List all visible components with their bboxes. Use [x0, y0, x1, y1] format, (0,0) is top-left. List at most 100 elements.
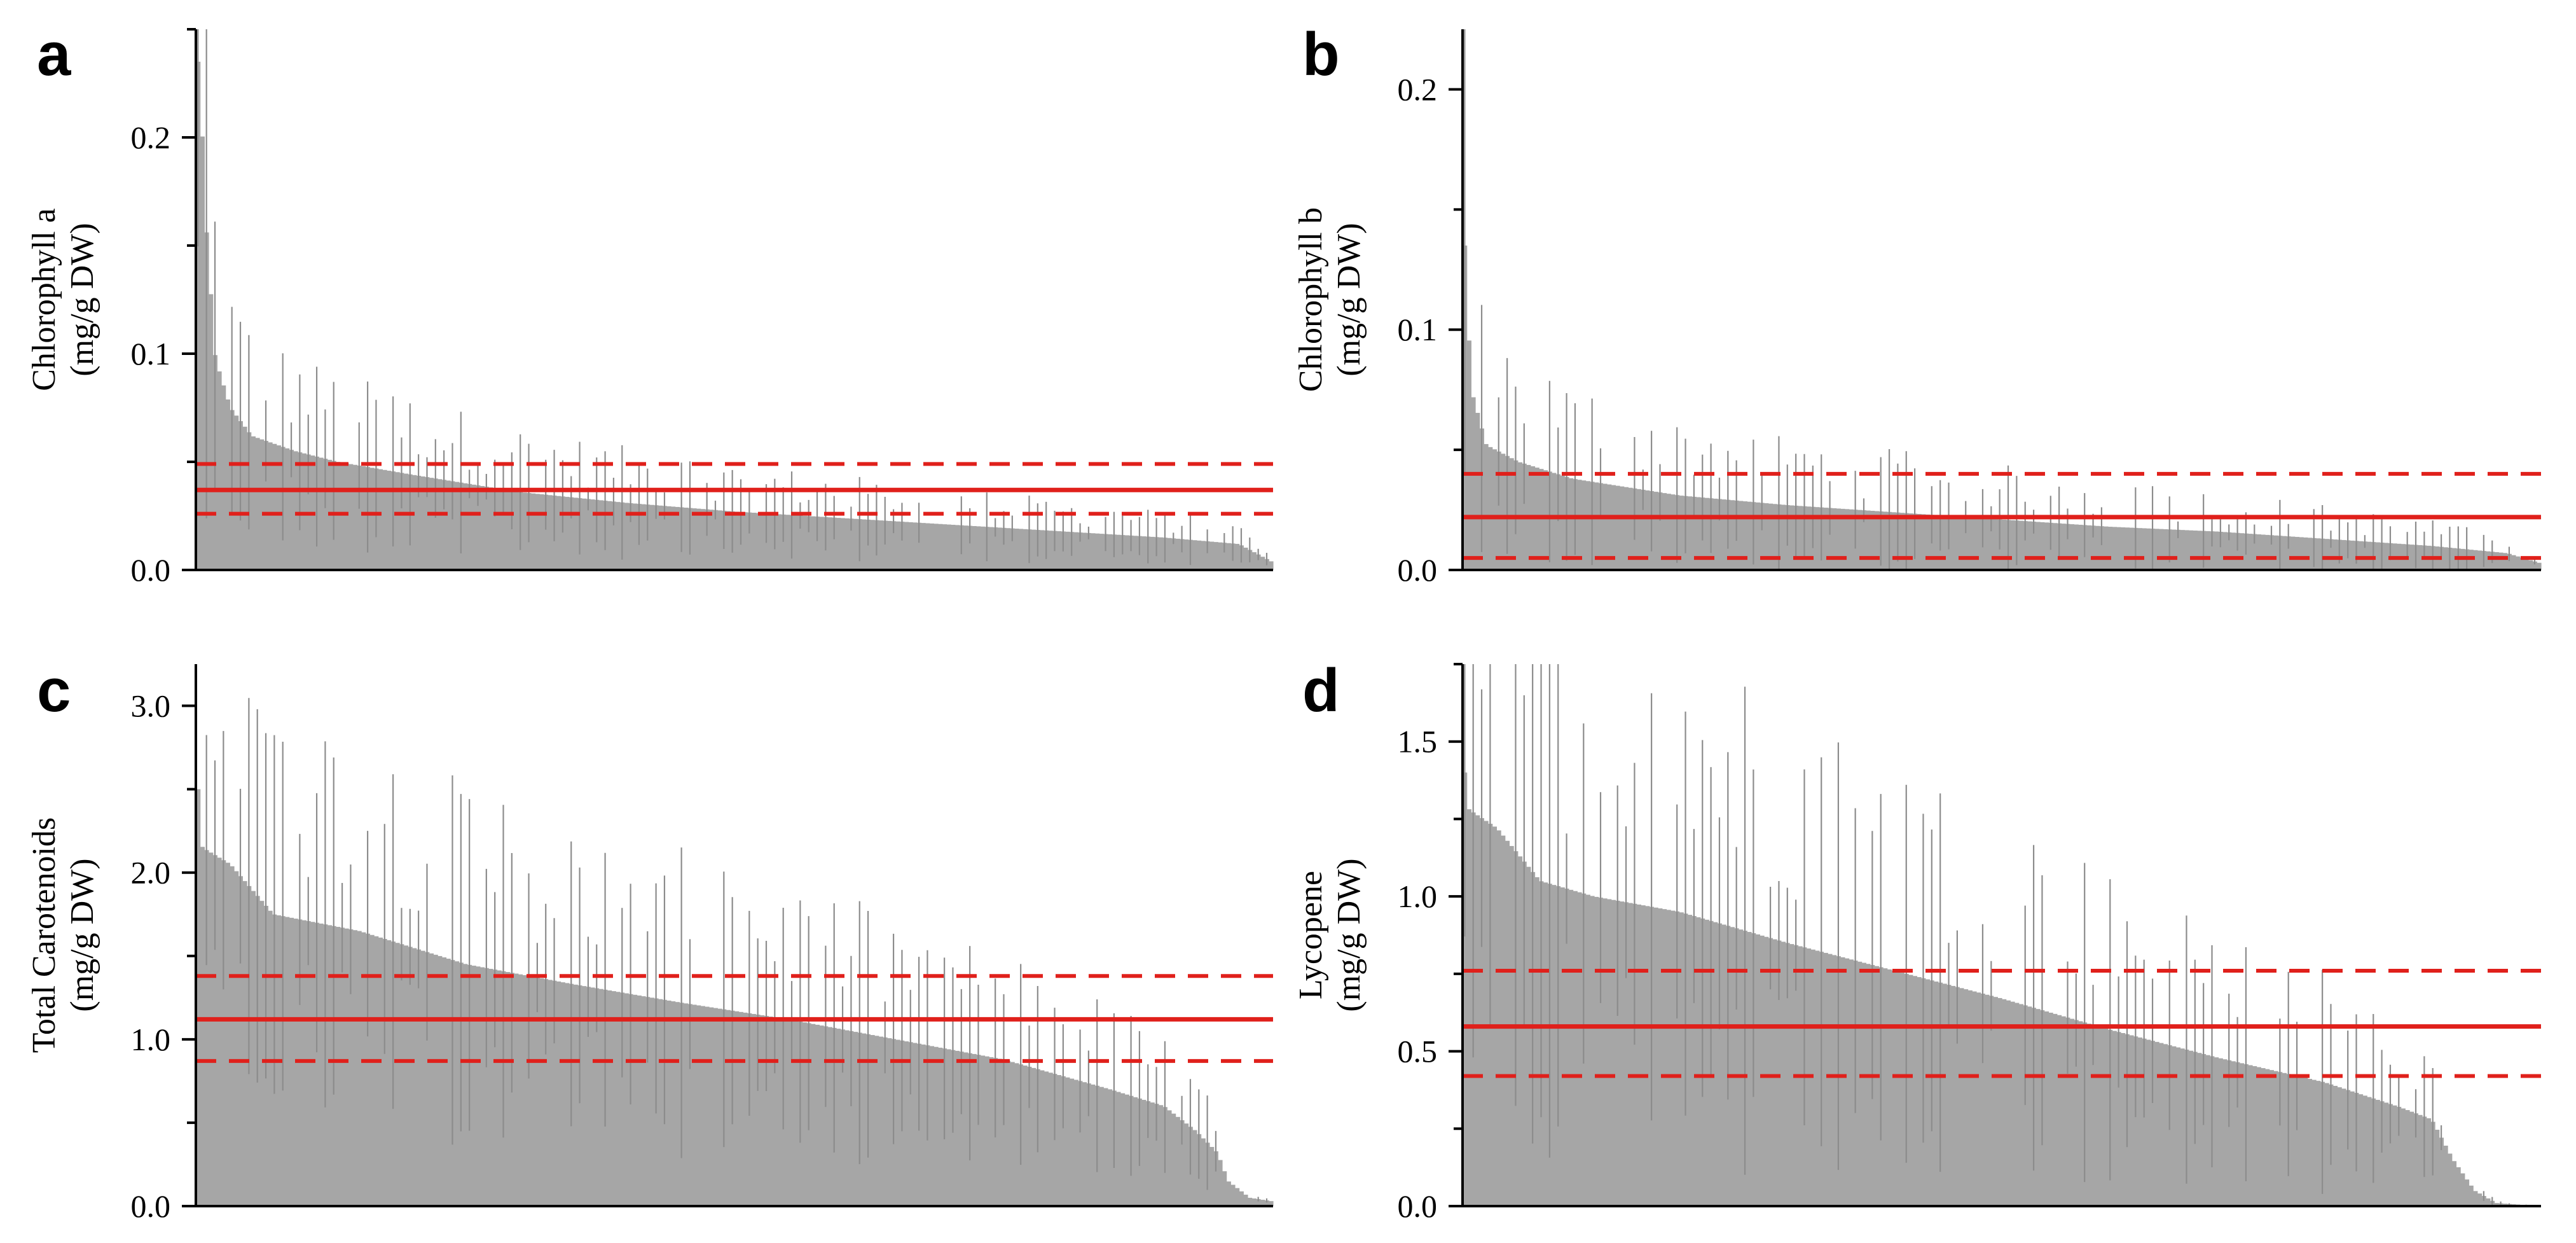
bar: [1670, 911, 1675, 1206]
bar: [1756, 503, 1760, 570]
panel-letter: a: [37, 20, 71, 88]
bar: [870, 520, 874, 570]
bar: [2257, 1067, 2261, 1206]
bar: [1227, 1181, 1231, 1206]
bar: [811, 1024, 815, 1206]
bar: [984, 1057, 989, 1206]
bar: [1192, 1130, 1197, 1206]
bar: [1972, 992, 1976, 1206]
bar: [1031, 530, 1036, 570]
bar: [760, 513, 764, 570]
bar: [921, 1045, 925, 1206]
bar: [650, 505, 654, 570]
bar: [599, 500, 603, 570]
bar: [327, 925, 332, 1206]
bar: [535, 494, 540, 570]
bar: [2044, 522, 2049, 570]
bar: [1467, 809, 1471, 1206]
bar: [794, 1021, 798, 1206]
bar: [705, 1007, 709, 1206]
bar: [1552, 885, 1556, 1206]
bar: [1560, 476, 1565, 570]
bar: [1260, 557, 1265, 570]
bar: [200, 847, 205, 1206]
bar: [2172, 1046, 2176, 1206]
bar: [310, 922, 315, 1206]
bar: [2070, 524, 2074, 570]
bar: [480, 968, 485, 1206]
bar: [1044, 1071, 1049, 1206]
bar: [2206, 531, 2210, 570]
bar: [2333, 1086, 2338, 1206]
bar: [234, 871, 238, 1206]
bar: [1133, 536, 1138, 570]
bar: [2265, 535, 2269, 570]
bar: [734, 1011, 739, 1206]
bar: [1951, 517, 1955, 570]
y-tick-label: 0.2: [1398, 71, 1438, 107]
bar: [531, 494, 535, 570]
bar: [437, 479, 442, 570]
bar: [1184, 1123, 1188, 1206]
bar: [2469, 1186, 2473, 1206]
bar: [209, 852, 213, 1206]
bar: [785, 1019, 790, 1206]
bar: [633, 995, 637, 1206]
bar: [925, 524, 930, 570]
bar: [2303, 1078, 2308, 1206]
bar: [2125, 527, 2130, 570]
bar: [472, 966, 476, 1206]
y-axis-label: Total Carotenoids: [26, 817, 62, 1053]
bar: [2311, 1080, 2316, 1206]
bar: [2074, 525, 2079, 570]
bar: [768, 1017, 773, 1206]
bar: [2341, 1088, 2346, 1206]
bar: [844, 1031, 849, 1206]
bar: [1875, 966, 1879, 1206]
bar: [2104, 1029, 2108, 1206]
bar: [1577, 892, 1581, 1206]
bar: [1959, 988, 1964, 1206]
bar: [879, 1037, 883, 1206]
bar: [2121, 527, 2125, 570]
bar: [1040, 1071, 1044, 1206]
bar: [2138, 528, 2142, 570]
bar: [2443, 547, 2448, 570]
bar: [1624, 487, 1629, 570]
bar: [1721, 925, 1726, 1207]
bar: [887, 521, 892, 570]
bar: [1662, 909, 1667, 1206]
bar: [1891, 971, 1896, 1206]
bar: [1756, 934, 1760, 1206]
bar: [981, 1055, 985, 1206]
bar: [2163, 529, 2168, 570]
bar: [709, 1008, 713, 1206]
bar: [523, 492, 527, 570]
bar: [1070, 1079, 1074, 1206]
bar: [2154, 529, 2159, 570]
bar: [1908, 975, 1913, 1206]
bar: [2121, 1033, 2125, 1206]
bar: [836, 1029, 841, 1206]
bar: [726, 511, 731, 570]
bar: [2252, 1066, 2257, 1206]
bar: [1705, 920, 1709, 1206]
bar: [1065, 1078, 1070, 1206]
bar: [1222, 1171, 1227, 1206]
bar: [998, 527, 1002, 570]
bar: [1955, 517, 1960, 570]
bar: [1824, 953, 1828, 1206]
bar: [1658, 908, 1662, 1206]
bar: [1176, 1117, 1180, 1206]
bar: [904, 522, 909, 570]
bar: [2486, 552, 2490, 570]
bar: [2019, 1004, 2023, 1206]
bar: [1866, 511, 1870, 570]
bar: [709, 510, 713, 570]
bar: [1887, 969, 1892, 1206]
bar: [1875, 511, 1879, 570]
bar: [336, 927, 340, 1206]
bar: [2359, 541, 2363, 570]
bar: [302, 920, 307, 1206]
bar: [2108, 527, 2112, 570]
